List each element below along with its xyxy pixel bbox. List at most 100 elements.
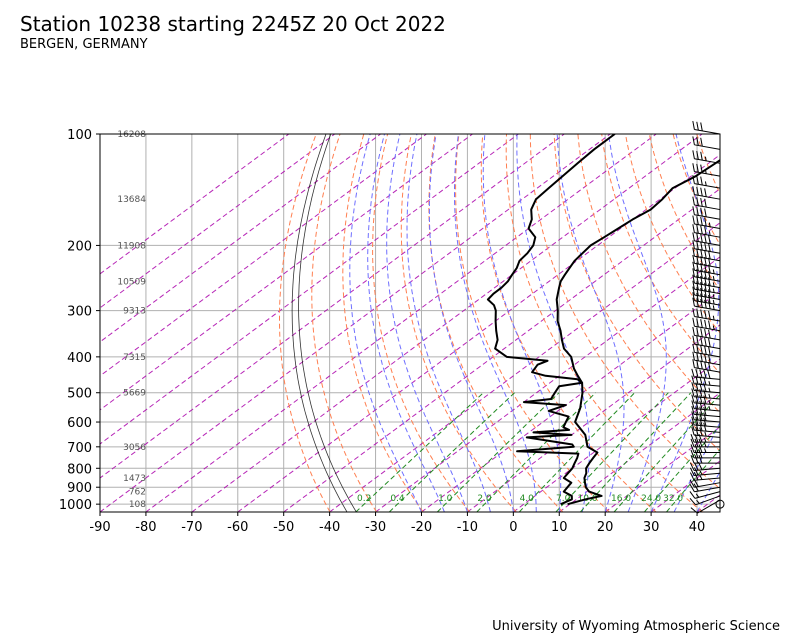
wind-barb — [692, 286, 721, 301]
wind-barb — [692, 136, 721, 150]
mixing-ratio-line — [666, 448, 720, 512]
wind-barb-staff — [694, 325, 721, 332]
wind-barb — [689, 491, 721, 499]
x-tick-label: 40 — [689, 520, 706, 535]
wind-barb-flag — [708, 399, 711, 405]
wind-barb-flag — [700, 249, 703, 258]
wind-barb-flag — [704, 319, 707, 329]
wind-barb-flag — [696, 121, 699, 131]
wind-barb — [689, 472, 721, 481]
wind-barb — [692, 292, 721, 306]
wind-barb-flag — [699, 406, 703, 416]
isotherm-line — [100, 134, 290, 275]
credit-footer: University of Wyoming Atmospheric Scienc… — [492, 619, 780, 634]
wind-barb-flag — [700, 293, 703, 303]
wind-barb-flag — [703, 395, 707, 405]
wind-barb-staff — [694, 288, 721, 295]
wind-barb-staff — [694, 204, 721, 211]
wind-barb-flag — [708, 300, 711, 309]
x-tick-label: -30 — [365, 520, 386, 535]
wind-barb-flag — [703, 422, 707, 432]
wind-barb — [691, 394, 721, 406]
wind-barb-staff — [694, 396, 721, 400]
mixing-ratio-line — [355, 392, 484, 512]
wind-barb-flag — [712, 282, 715, 287]
wind-barb-flag — [692, 268, 695, 277]
wind-barb-flag — [699, 412, 703, 421]
wind-barb-flag — [698, 455, 703, 464]
dry-adiabat-line — [428, 134, 564, 512]
wind-barb-staff — [694, 300, 721, 306]
wind-barb-flag — [707, 370, 711, 379]
wind-barb — [689, 495, 721, 506]
wind-barb-flag — [699, 417, 703, 426]
wind-barb-staff — [694, 434, 721, 438]
wind-barb-staff — [694, 276, 721, 282]
wind-barb-flag — [692, 280, 695, 290]
wind-barb-flag — [692, 196, 695, 206]
moist-adiabat-line — [556, 134, 625, 512]
wind-barb-flag — [699, 427, 703, 436]
wind-barb-flag — [704, 242, 707, 251]
wind-barb-flag — [691, 426, 695, 436]
wind-barb-flag — [690, 433, 695, 443]
wind-barb-flag — [698, 438, 703, 447]
wind-barb — [691, 421, 721, 433]
wind-barb-flag — [695, 427, 699, 436]
wind-barb — [692, 343, 721, 358]
dry-adiabat-line — [696, 134, 720, 195]
wind-barb-staff — [694, 482, 721, 488]
wind-barb-flag — [699, 422, 703, 431]
wind-barb-flag — [692, 274, 695, 284]
y-tick-label: 400 — [67, 351, 92, 366]
wind-barb-staff — [695, 495, 721, 506]
wind-barb-staff — [694, 183, 721, 189]
wind-barb — [690, 455, 720, 464]
y-tick-label: 800 — [67, 462, 92, 477]
wind-barb-staff — [694, 269, 721, 276]
wind-barb-flag — [704, 337, 707, 347]
wind-barb-flag — [699, 470, 703, 476]
wind-barb-flag — [704, 310, 707, 319]
wind-barb-flag — [696, 281, 699, 290]
wind-barb-flag — [704, 353, 707, 363]
wind-barb — [692, 196, 721, 211]
wind-barb-flag — [700, 207, 703, 217]
wind-barb-flag — [692, 163, 695, 172]
wind-barb-flag — [704, 208, 707, 217]
dry-adiabat-line — [480, 134, 657, 512]
wind-barb-flag — [691, 375, 695, 385]
wind-barb-flag — [696, 163, 699, 173]
wind-barb-flag — [708, 387, 711, 392]
wind-barb-flag — [691, 400, 695, 409]
wind-barb-staff — [694, 240, 721, 246]
wind-barb-flag — [692, 247, 695, 257]
wind-barb — [692, 326, 721, 341]
y-tick-label: 100 — [67, 128, 92, 143]
isotherm-line — [100, 134, 381, 343]
wind-barb-staff — [694, 334, 721, 341]
wind-barb-flag — [689, 497, 696, 506]
wind-barb-flag — [690, 449, 695, 459]
dry-adiabat-line — [744, 134, 800, 512]
wind-barb-flag — [704, 328, 707, 338]
wind-barb — [692, 351, 721, 366]
y-tick-label: 1000 — [59, 498, 92, 513]
wind-barb-flag — [704, 188, 707, 197]
wind-barb-staff — [694, 472, 721, 476]
chart-title: Station 10238 starting 2245Z 20 Oct 2022 — [20, 12, 446, 36]
mixing-ratio-label: 16.0 — [611, 494, 631, 504]
wind-barb — [689, 461, 721, 472]
isotherm-line — [100, 134, 335, 309]
wind-barb-staff — [694, 424, 721, 428]
wind-barb-flag — [689, 472, 695, 481]
wind-barb-flag — [712, 305, 715, 310]
wind-barb-flag — [708, 393, 711, 399]
dry-adiabat-line — [792, 134, 800, 512]
wind-barb-flag — [708, 405, 711, 411]
wind-barb-flag — [692, 232, 695, 242]
wind-barb-staff — [694, 144, 721, 150]
wind-barb-flag — [708, 346, 711, 356]
wind-barb-staff — [694, 429, 721, 433]
wind-barb-flag — [700, 353, 703, 362]
